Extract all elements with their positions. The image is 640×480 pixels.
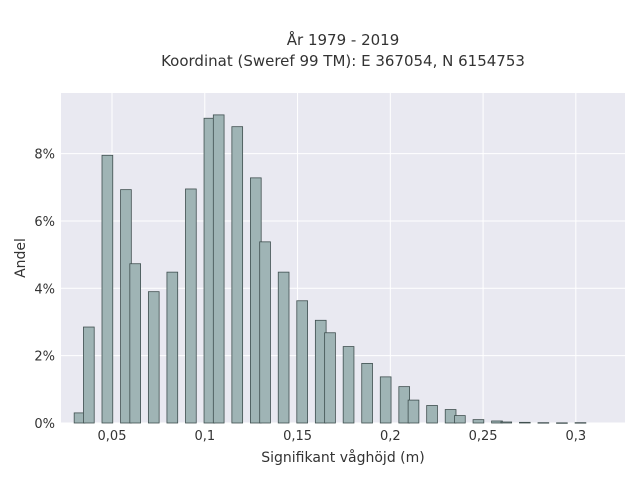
- bars-group: [73, 114, 587, 424]
- chart-title: År 1979 - 2019: [287, 30, 400, 49]
- histogram-bar: [407, 399, 420, 424]
- histogram-bar: [500, 421, 513, 424]
- histogram-bar: [472, 419, 485, 424]
- histogram-bar: [101, 154, 114, 424]
- histogram-bar: [519, 421, 531, 424]
- histogram-bar: [324, 332, 336, 424]
- x-tick-label: 0,1: [194, 429, 215, 444]
- histogram-bar: [454, 415, 466, 424]
- x-axis-label: Signifikant våghöjd (m): [261, 449, 424, 466]
- histogram-bar: [379, 376, 392, 424]
- x-tick-label: 0,3: [565, 429, 586, 444]
- x-tick-label: 0,2: [380, 429, 401, 444]
- histogram-bar: [166, 271, 179, 424]
- y-tick-label: 6%: [34, 215, 55, 230]
- x-tick-label: 0,05: [98, 429, 127, 444]
- histogram-bar: [185, 188, 197, 424]
- histogram-bar: [212, 114, 225, 424]
- histogram-bar: [556, 422, 568, 424]
- histogram-bar: [147, 291, 160, 424]
- histogram-bar: [426, 405, 438, 424]
- y-tick-label: 8%: [34, 148, 55, 163]
- x-tick-label: 0,25: [469, 429, 498, 444]
- y-tick-label: 4%: [34, 282, 55, 297]
- y-tick-label: 0%: [34, 417, 55, 432]
- y-tick-labels: 0% 2% 4% 6% 8%: [34, 148, 55, 432]
- x-tick-label: 0,15: [283, 429, 312, 444]
- chart-subtitle: Koordinat (Sweref 99 TM): E 367054, N 61…: [161, 52, 525, 70]
- histogram-bar: [342, 346, 355, 424]
- histogram-bar: [277, 271, 290, 424]
- x-tick-labels: 0,05 0,1 0,15 0,2 0,25 0,3: [98, 429, 587, 444]
- histogram-bar: [231, 126, 244, 424]
- histogram-bar: [83, 326, 95, 424]
- y-tick-label: 2%: [34, 350, 55, 365]
- histogram-bar: [129, 263, 141, 424]
- histogram-bar: [537, 422, 550, 424]
- histogram-bar: [296, 300, 308, 424]
- histogram-bar: [259, 241, 271, 424]
- histogram-bar: [574, 422, 587, 424]
- y-axis-label: Andel: [13, 238, 29, 278]
- histogram-bar: [361, 362, 373, 424]
